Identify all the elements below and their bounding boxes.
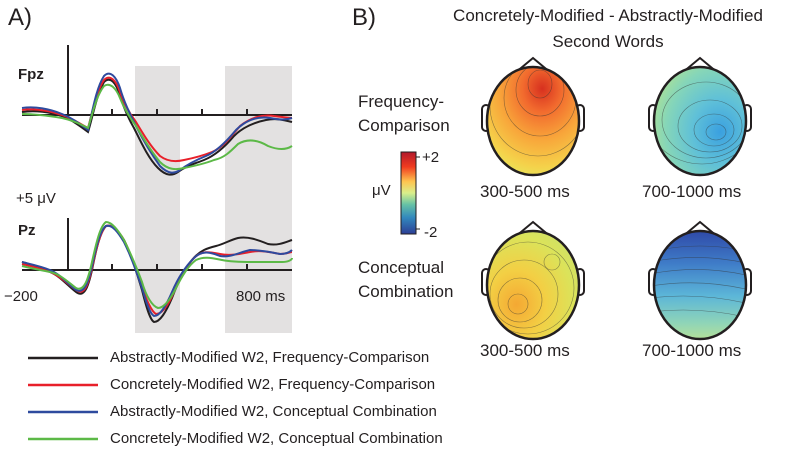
map-caption-conceptual-300-500: 300-500 ms bbox=[480, 341, 570, 360]
fpz-axes bbox=[22, 45, 292, 116]
fpz-wave-concrete-conceptual bbox=[21, 83, 293, 171]
panel-a-label: A) bbox=[8, 4, 32, 31]
legend-label-concrete-frequency: Concretely-Modified W2, Frequency-Compar… bbox=[110, 376, 436, 393]
colorbar-max-label: +2 bbox=[422, 149, 440, 166]
row-label-frequency-line2: Comparison bbox=[358, 116, 450, 135]
pz-axes bbox=[22, 218, 292, 271]
legend-label-concrete-conceptual: Concretely-Modified W2, Conceptual Combi… bbox=[110, 430, 443, 447]
fpz-wave-abstract-conceptual bbox=[21, 72, 293, 174]
map-caption-frequency-300-500: 300-500 ms bbox=[480, 182, 570, 201]
colorbar-unit-label: μV bbox=[372, 182, 391, 199]
pz-wave-concrete-conceptual bbox=[21, 220, 293, 310]
pz-waveforms bbox=[21, 220, 293, 324]
colorbar bbox=[400, 151, 417, 235]
scale-label: +5 μV bbox=[16, 190, 56, 207]
legend-label-abstract-conceptual: Abstractly-Modified W2, Conceptual Combi… bbox=[110, 403, 437, 420]
topomap-frequency-700-1000 bbox=[648, 56, 752, 177]
fpz-wave-abstract-frequency bbox=[21, 78, 293, 176]
pz-wave-abstract-frequency bbox=[21, 224, 293, 324]
legend-label-abstract-frequency: Abstractly-Modified W2, Frequency-Compar… bbox=[110, 349, 430, 366]
legend-swatches bbox=[28, 356, 98, 441]
panel-b-title-line2: Second Words bbox=[552, 32, 664, 51]
topomap-conceptual-700-1000 bbox=[648, 220, 752, 341]
x-axis-end-label: 800 ms bbox=[236, 288, 286, 305]
panel-b-label: B) bbox=[352, 4, 376, 31]
topomap-frequency-300-500 bbox=[481, 56, 585, 177]
x-axis-start-label: −200 bbox=[4, 288, 38, 305]
window-700-1000-shade bbox=[225, 66, 292, 333]
row-label-frequency-line1: Frequency- bbox=[358, 92, 444, 111]
channel-label-fpz: Fpz bbox=[18, 66, 44, 83]
pz-wave-abstract-conceptual bbox=[21, 224, 293, 318]
channel-label-pz: Pz bbox=[18, 222, 36, 239]
map-caption-conceptual-700-1000: 700-1000 ms bbox=[642, 341, 742, 360]
panel-b-title-line1: Concretely-Modified - Abstractly-Modifie… bbox=[453, 6, 763, 25]
topomap-conceptual-300-500 bbox=[481, 220, 585, 341]
row-label-conceptual-line2: Combination bbox=[358, 282, 454, 301]
map-caption-frequency-700-1000: 700-1000 ms bbox=[642, 182, 742, 201]
colorbar-min-label: -2 bbox=[424, 224, 438, 241]
row-label-conceptual-line1: Conceptual bbox=[358, 258, 445, 277]
fpz-waveforms bbox=[21, 72, 293, 176]
